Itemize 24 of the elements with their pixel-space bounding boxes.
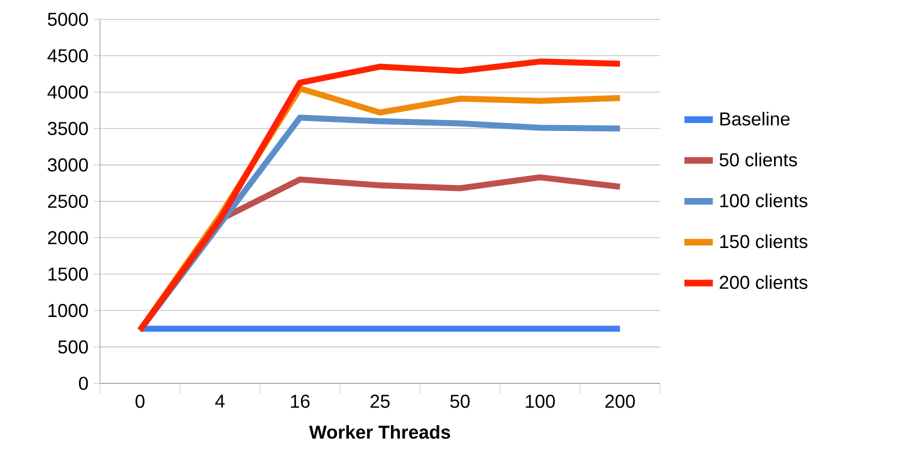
x-tick-label: 25: [370, 394, 390, 408]
legend-label: 50 clients: [720, 152, 797, 166]
legend-label: 100 clients: [720, 194, 808, 208]
legend-label: Baseline: [720, 112, 790, 126]
y-tick-label: 5000: [48, 12, 88, 26]
y-tick-label: 2000: [48, 231, 88, 244]
x-tick-label: 50: [450, 394, 470, 408]
x-tick-label: 100: [526, 394, 555, 408]
y-tick-label: 3500: [48, 122, 88, 136]
y-tick-label: 1500: [48, 268, 88, 281]
x-tick-label: 200: [605, 394, 635, 408]
y-tick-label: 3000: [48, 158, 88, 172]
y-tick-label: 1000: [48, 304, 88, 318]
x-tick-label: 4: [215, 394, 225, 408]
x-axis-title: Worker Threads: [309, 425, 450, 439]
x-tick-label: 0: [136, 394, 144, 408]
legend-label: 200 clients: [720, 275, 808, 289]
y-tick-label: 4500: [48, 49, 88, 62]
legend-label: 150 clients: [720, 234, 808, 248]
y-tick-label: 0: [78, 376, 88, 390]
y-tick-label: 2500: [48, 194, 88, 208]
x-tick-label: 16: [291, 394, 310, 408]
y-tick-label: 500: [58, 340, 88, 354]
y-tick-label: 4000: [48, 86, 88, 99]
